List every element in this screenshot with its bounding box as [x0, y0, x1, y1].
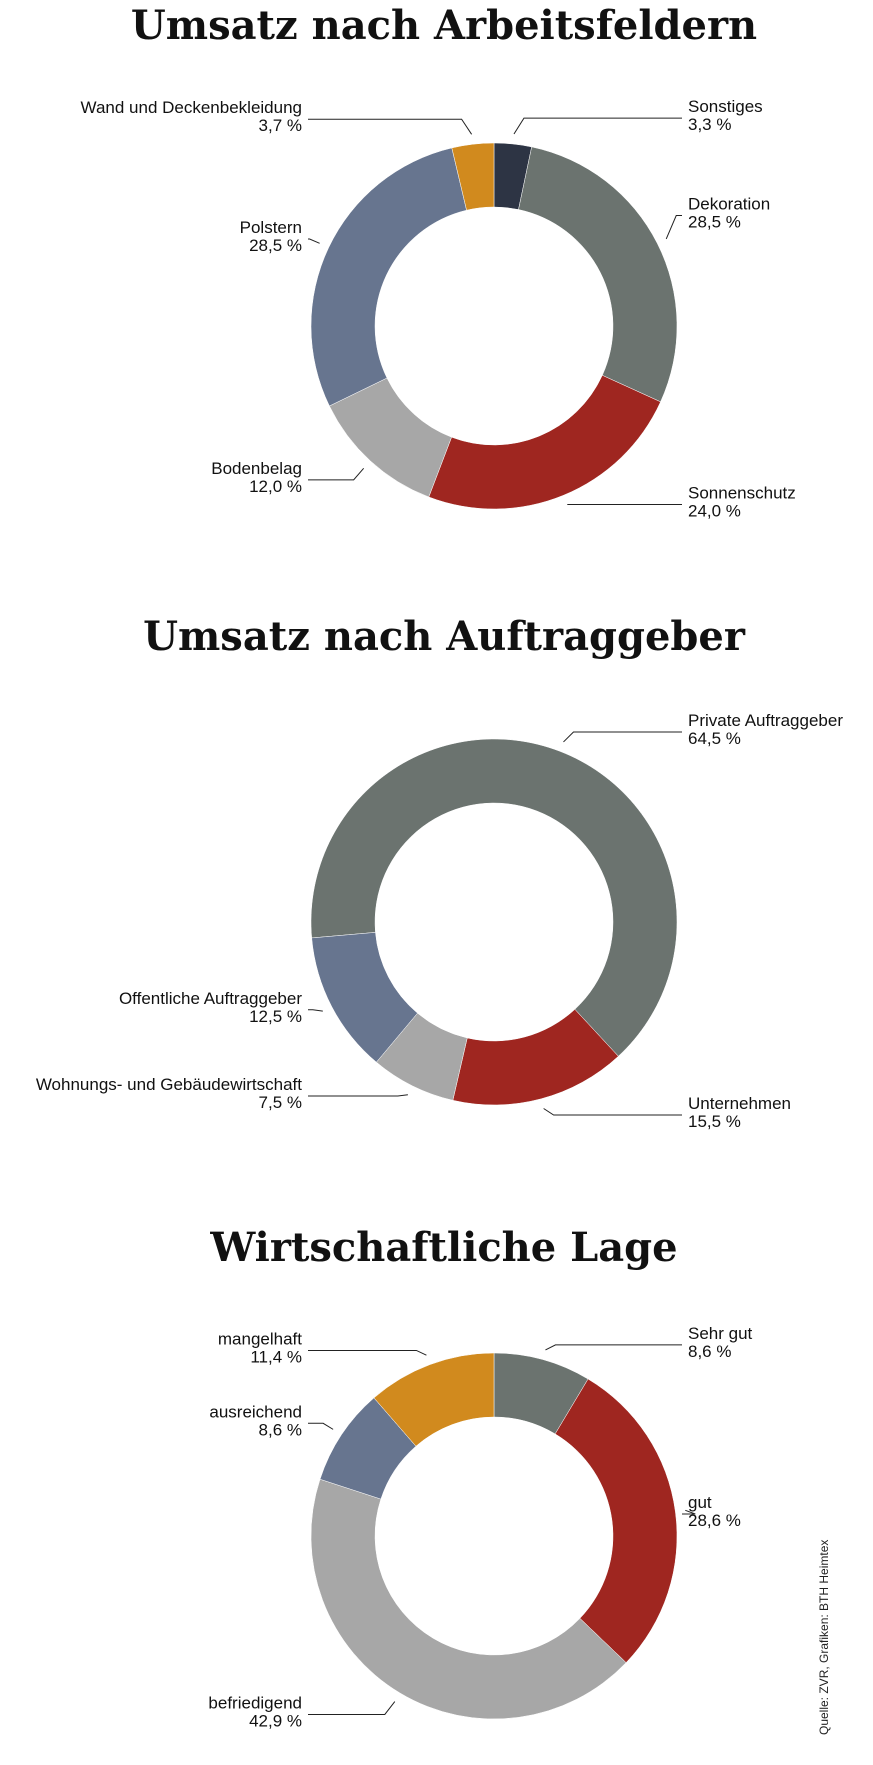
slice-value-label: 42,9 % — [249, 1711, 302, 1730]
leader-line — [308, 238, 320, 244]
slice-label: Bodenbelag — [211, 459, 302, 478]
chart-title: Umsatz nach Auftraggeber — [143, 613, 746, 660]
slice-label: mangelhaft — [218, 1329, 302, 1348]
slice-label: Polstern — [240, 218, 302, 237]
slice-value-label: 64,5 % — [688, 729, 741, 748]
leader-line — [513, 117, 682, 135]
slice-value-label: 8,6 % — [259, 1420, 302, 1439]
leader-line — [543, 1108, 682, 1116]
slice-label: Sonstiges — [688, 97, 763, 116]
donut-slice — [518, 146, 678, 403]
donut-slice — [373, 1352, 495, 1447]
leader-line — [308, 1422, 334, 1430]
leader-line — [308, 1701, 396, 1715]
slice-value-label: 28,6 % — [688, 1511, 741, 1530]
leader-line — [308, 1009, 323, 1012]
slice-label: Sonnenschutz — [688, 483, 796, 502]
slice-value-label: 11,4 % — [250, 1347, 302, 1366]
slice-value-label: 28,5 % — [249, 236, 302, 255]
donut-slice — [554, 1378, 678, 1663]
donut-slice — [310, 738, 678, 1057]
slice-label: Wand und Deckenbekleidung — [81, 98, 302, 117]
slice-label: Offentliche Auftraggeber — [119, 989, 302, 1008]
leader-line — [682, 1509, 696, 1515]
source-note: Quelle: ZVR, Grafiken: BTH Heimtex — [817, 1540, 831, 1735]
slice-value-label: 3,7 % — [259, 116, 302, 135]
donut-slice — [310, 1478, 627, 1720]
slice-label: befriedigend — [208, 1693, 302, 1712]
slice-value-label: 7,5 % — [259, 1093, 302, 1112]
donut-slice — [428, 374, 661, 510]
chart-title: Umsatz nach Arbeitsfeldern — [131, 2, 757, 49]
leader-line — [308, 1094, 408, 1097]
slice-value-label: 8,6 % — [688, 1342, 731, 1361]
donut-slice — [310, 147, 467, 407]
slice-label: Private Auftraggeber — [688, 711, 843, 730]
leader-line — [665, 215, 682, 240]
slice-value-label: 3,3 % — [688, 115, 731, 134]
slice-value-label: 24,0 % — [688, 501, 741, 520]
leader-line — [545, 1344, 682, 1351]
slice-label: Wohnungs- und Gebäudewirtschaft — [36, 1075, 302, 1094]
slice-label: ausreichend — [209, 1402, 302, 1421]
slice-value-label: 15,5 % — [688, 1112, 741, 1131]
chart-title: Wirtschaftliche Lage — [209, 1224, 677, 1271]
donut-slice — [451, 142, 495, 211]
slice-label: Unternehmen — [688, 1094, 791, 1113]
slice-value-label: 28,5 % — [688, 213, 741, 232]
leader-line — [563, 731, 682, 743]
slice-value-label: 12,5 % — [249, 1007, 302, 1026]
leader-line — [308, 118, 473, 135]
leader-line — [308, 1349, 427, 1356]
slice-label: Sehr gut — [688, 1324, 753, 1343]
donut-slice — [311, 932, 418, 1063]
leader-line — [308, 468, 365, 481]
slice-value-label: 12,0 % — [249, 477, 302, 496]
slice-label: gut — [688, 1493, 712, 1512]
slice-label: Dekoration — [688, 195, 770, 214]
